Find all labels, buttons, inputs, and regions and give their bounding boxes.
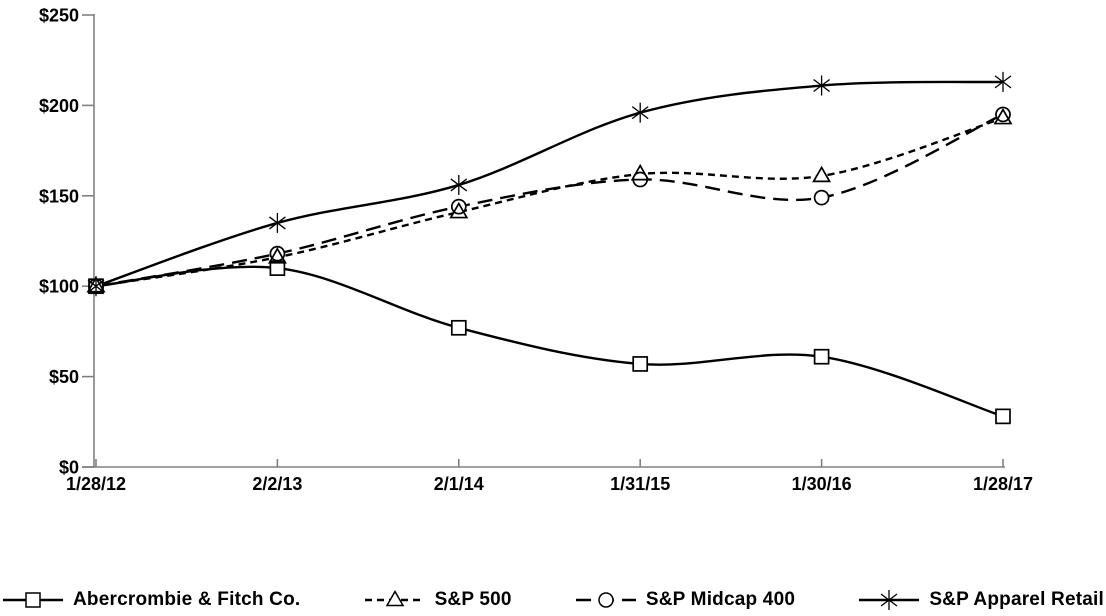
marker-star xyxy=(631,102,649,123)
marker-circle xyxy=(598,592,614,608)
y-tick-label: $200 xyxy=(39,96,79,116)
marker-triangle xyxy=(449,201,469,219)
marker-circle xyxy=(995,106,1011,123)
marker-triangle xyxy=(813,167,830,182)
y-tick-label: $0 xyxy=(59,458,79,478)
legend-swatch-solid-line-square-marker xyxy=(3,592,63,608)
legend-item-sp-apparel-retail: S&P Apparel Retail xyxy=(858,589,1104,611)
marker-circle xyxy=(269,245,286,262)
marker-square xyxy=(25,592,41,608)
marker-circle xyxy=(270,246,285,261)
legend-item-sp-500: S&P 500 xyxy=(364,589,512,611)
chart-plot-area: $0 $50 $100 $150 $200 $250 1/28/12 2/2/13 2/1/14… xyxy=(39,6,1033,495)
marker-square xyxy=(632,356,649,372)
marker-square xyxy=(996,409,1010,424)
y-tick-label: $250 xyxy=(39,6,79,26)
marker-circle xyxy=(996,107,1010,122)
marker-star xyxy=(87,276,105,297)
marker-square xyxy=(813,348,830,365)
x-tick-label: 2/2/13 xyxy=(252,474,302,494)
marker-square xyxy=(995,408,1011,425)
y-tick-label: $50 xyxy=(49,367,79,387)
y-tick-label: $100 xyxy=(39,277,79,297)
legend-swatch-longdash-line-circle-marker xyxy=(575,592,636,608)
legend-label-sp-apparel-retail: S&P Apparel Retail xyxy=(929,589,1104,610)
marker-circle xyxy=(814,190,829,205)
marker-square xyxy=(26,593,40,607)
legend-label-sp-midcap-400: S&P Midcap 400 xyxy=(645,589,796,610)
legend-item-sp-midcap-400: S&P Midcap 400 xyxy=(575,589,795,611)
marker-star xyxy=(880,590,898,610)
legend-swatch-solid-line-star-marker xyxy=(859,590,920,610)
marker-square xyxy=(451,320,466,335)
chart-legend: Abercrombie & Fitch Co. S&P 500 S&P Midc… xyxy=(0,584,1106,616)
x-tick-label: 1/28/12 xyxy=(66,474,126,494)
marker-circle xyxy=(450,198,467,215)
x-tick-label: 1/28/17 xyxy=(973,474,1033,494)
marker-circle xyxy=(598,593,613,607)
legend-swatch-dashed-line-triangle-marker xyxy=(364,589,425,607)
marker-star xyxy=(994,71,1012,92)
legend-label-sp-500: S&P 500 xyxy=(434,589,512,610)
series-line-s-p-midcap-400 xyxy=(95,113,1004,288)
marker-square xyxy=(450,319,467,336)
marker-triangle xyxy=(267,247,287,264)
legend-item-abercrombie-fitch-co: Abercrombie & Fitch Co. xyxy=(2,589,300,611)
marker-square xyxy=(633,356,648,371)
y-tick-label: $150 xyxy=(39,186,79,206)
marker-star xyxy=(269,212,286,233)
marker-star xyxy=(450,174,468,195)
marker-triangle xyxy=(385,589,404,607)
marker-triangle xyxy=(993,107,1013,125)
marker-circle xyxy=(632,171,649,188)
series-line-s-p-500 xyxy=(95,116,1004,288)
series-line-s-p-apparel-retail xyxy=(95,80,1004,288)
marker-circle xyxy=(813,189,830,206)
marker-star xyxy=(813,75,830,96)
marker-triangle xyxy=(812,165,832,183)
x-tick-label: 1/31/15 xyxy=(610,474,670,494)
marker-square xyxy=(270,261,285,276)
legend-label-abercrombie-fitch-co: Abercrombie & Fitch Co. xyxy=(73,589,301,610)
x-tick-label: 2/1/14 xyxy=(434,474,484,494)
marker-triangle xyxy=(630,163,650,181)
x-tick-label: 1/30/16 xyxy=(792,474,852,494)
marker-triangle xyxy=(386,591,403,606)
series-line-abercrombie-fitch-co xyxy=(95,265,1004,418)
marker-square xyxy=(814,349,829,364)
